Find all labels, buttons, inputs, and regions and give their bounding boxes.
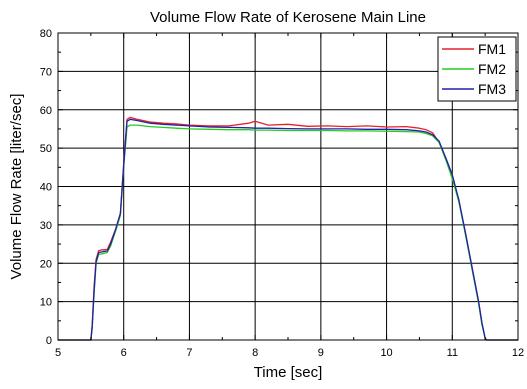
x-tick-label: 7 xyxy=(186,347,192,359)
series-lines xyxy=(58,116,518,341)
legend-label-fm1: FM1 xyxy=(478,41,506,57)
y-tick-label: 50 xyxy=(40,143,52,155)
y-tick-label: 60 xyxy=(40,105,52,117)
y-tick-label: 80 xyxy=(40,28,52,40)
x-tick-label: 6 xyxy=(121,347,127,359)
x-tick-label: 8 xyxy=(252,347,258,359)
legend-label-fm2: FM2 xyxy=(478,61,506,77)
x-tick-label: 12 xyxy=(512,347,524,359)
axis-ticks: 5 6 7 8 9 10 11 12 0 10 20 30 40 50 60 70 80 xyxy=(40,28,524,359)
y-tick-label: 40 xyxy=(40,182,52,194)
series-line-fm2 xyxy=(58,124,518,341)
x-tick-label: 5 xyxy=(55,347,61,359)
legend: FM1 FM2 FM3 xyxy=(437,36,517,102)
legend-label-fm3: FM3 xyxy=(478,81,506,97)
x-axis-label: Time [sec] xyxy=(254,364,323,381)
series-line-fm1 xyxy=(58,116,518,341)
y-tick-label: 10 xyxy=(40,297,52,309)
chart-title: Volume Flow Rate of Kerosene Main Line xyxy=(150,9,426,26)
y-tick-label: 30 xyxy=(40,220,52,232)
x-tick-label: 10 xyxy=(380,347,392,359)
y-tick-label: 0 xyxy=(46,335,52,347)
y-tick-label: 20 xyxy=(40,258,52,270)
y-axis-label: Volume Flow Rate [liter/sec] xyxy=(8,94,25,280)
series-line-fm3 xyxy=(58,118,518,341)
y-tick-label: 70 xyxy=(40,66,52,78)
x-tick-label: 9 xyxy=(318,347,324,359)
x-tick-label: 11 xyxy=(447,347,458,359)
